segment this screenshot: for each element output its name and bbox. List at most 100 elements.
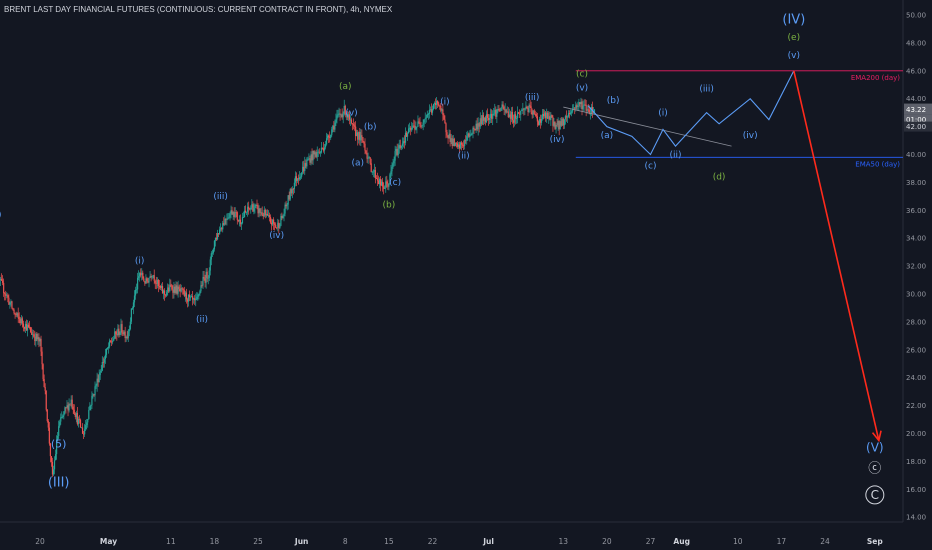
- candle-body: [48, 427, 50, 444]
- candle-body: [166, 292, 168, 296]
- candle-body: [230, 210, 232, 214]
- candle-body: [532, 110, 534, 115]
- candle-body: [242, 217, 245, 218]
- wave-label: (d): [713, 173, 726, 183]
- candle-body: [220, 228, 222, 230]
- candle-body: [114, 331, 116, 339]
- candle-body: [547, 112, 549, 119]
- candle-body: [406, 133, 409, 137]
- candle-body: [450, 138, 452, 142]
- candle-body: [575, 105, 577, 109]
- candle-body: [361, 135, 363, 138]
- candle-body: [79, 419, 82, 428]
- candle-body: [86, 422, 88, 426]
- candle-body: [161, 286, 164, 294]
- candle-body: [542, 113, 545, 117]
- candle-body: [83, 433, 85, 435]
- candle-body: [550, 115, 552, 120]
- candle-body: [229, 213, 231, 218]
- y-tick-label: 38.00: [906, 179, 926, 187]
- candle-body: [502, 104, 504, 107]
- candle-body: [103, 359, 105, 363]
- x-tick-label: Jun: [294, 537, 308, 546]
- candle-body: [124, 331, 126, 339]
- candle-body: [186, 299, 189, 302]
- candle-body: [17, 313, 19, 317]
- candle-body: [29, 327, 31, 328]
- candle-body: [258, 208, 260, 214]
- candle-body: [340, 114, 342, 116]
- candle-body: [290, 189, 292, 194]
- y-tick-label: 46.00: [906, 67, 926, 75]
- wave-labels-layer: (III) (5) (i) (ii) (iii) (iv) (a) (v) (b) (a) (c) (…: [0, 12, 885, 505]
- candle-body: [334, 122, 336, 130]
- candle-body: [394, 151, 396, 161]
- candle-body: [2, 280, 4, 283]
- candle-body: [472, 127, 474, 134]
- candle-body: [371, 171, 373, 173]
- y-tick-label: 28.00: [906, 318, 926, 326]
- candle-body: [431, 109, 434, 113]
- candle-body: [200, 285, 202, 292]
- candle-body: [333, 125, 335, 130]
- candle-body: [527, 108, 529, 113]
- candle-body: [13, 309, 15, 314]
- candle-body: [264, 209, 266, 216]
- candle-body: [247, 206, 249, 212]
- candle-body: [69, 403, 71, 405]
- candle-body: [226, 218, 228, 220]
- candle-body: [219, 229, 221, 235]
- wave-label: (5): [51, 437, 67, 450]
- ema50-label: EMA50 (day): [855, 160, 900, 168]
- candle-body: [148, 277, 150, 283]
- candle-body: [260, 212, 262, 214]
- candle-body: [215, 237, 218, 240]
- candle-body: [224, 218, 226, 225]
- candle-body: [330, 134, 332, 139]
- candle-body: [287, 195, 289, 205]
- candle-body: [386, 181, 388, 184]
- candle-body: [278, 222, 280, 229]
- candle-body: [577, 105, 579, 107]
- candle-body: [309, 158, 311, 163]
- candle-body: [484, 117, 487, 123]
- chart-title: BRENT LAST DAY FINANCIAL FUTURES (CONTIN…: [4, 5, 393, 14]
- candle-body: [294, 176, 297, 183]
- candle-body: [46, 409, 48, 422]
- candle-body: [506, 111, 508, 113]
- candle-body: [167, 287, 169, 293]
- candle-body: [42, 364, 44, 380]
- candle-body: [321, 147, 324, 149]
- candle-body: [231, 210, 233, 215]
- candle-body: [187, 294, 190, 302]
- x-tick-label: 20: [602, 537, 612, 546]
- candle-body: [54, 454, 57, 461]
- candle-body: [485, 114, 488, 123]
- candle-body: [418, 121, 420, 123]
- edge-wave-label: ): [0, 210, 2, 220]
- x-tick-label: Jul: [482, 537, 494, 546]
- candle-body: [189, 296, 192, 298]
- candle-body: [122, 333, 124, 335]
- candle-body: [475, 123, 477, 131]
- wave-label: C: [871, 488, 879, 502]
- candle-body: [101, 362, 103, 371]
- candle-body: [487, 117, 490, 121]
- candle-body: [583, 104, 585, 106]
- candle-body: [332, 125, 334, 130]
- candle-body: [345, 114, 347, 115]
- candle-body: [253, 208, 255, 212]
- candle-body: [155, 282, 157, 284]
- candle-body: [214, 237, 217, 241]
- candle-body: [490, 113, 492, 119]
- candle-body: [412, 125, 414, 128]
- candle-body: [33, 334, 35, 337]
- candle-body: [80, 427, 83, 429]
- candle-body: [408, 128, 410, 134]
- candle-body: [217, 233, 220, 235]
- candle-body: [216, 233, 219, 240]
- candle-body: [7, 295, 9, 298]
- candle-body: [207, 277, 209, 279]
- x-tick-label: May: [100, 537, 117, 546]
